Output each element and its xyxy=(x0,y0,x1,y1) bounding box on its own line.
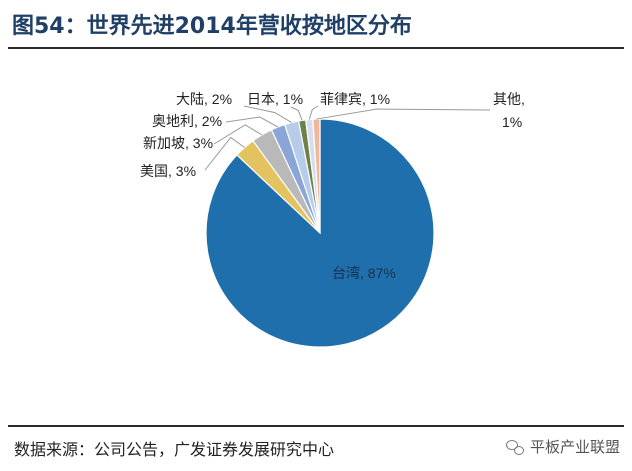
label-usa: 美国, 3% xyxy=(140,163,196,179)
label-other-line2: 1% xyxy=(502,114,522,130)
label-japan: 日本, 1% xyxy=(247,91,303,107)
leader-slice-新加坡 xyxy=(213,124,263,145)
label-philippines: 菲律宾, 1% xyxy=(320,91,390,107)
leader-slice-奥地利 xyxy=(225,116,279,128)
title-rule xyxy=(8,47,624,49)
wechat-icon xyxy=(505,439,524,455)
label-singapore: 新加坡, 3% xyxy=(143,135,213,151)
label-other-line1: 其他, xyxy=(493,91,525,107)
source-note: 数据来源：公司公告，广发证券发展研究中心 xyxy=(14,440,335,459)
leader-slice-日本 xyxy=(290,106,303,121)
label-mainland: 大陆, 2% xyxy=(176,91,232,107)
watermark: 平板产业联盟 xyxy=(505,436,620,457)
label-taiwan: 台湾, 87% xyxy=(332,265,396,281)
pie-slices xyxy=(205,118,435,348)
watermark-text: 平板产业联盟 xyxy=(529,438,620,456)
label-austria: 奥地利, 2% xyxy=(152,113,222,129)
leader-lines xyxy=(204,105,491,171)
figure-title: 图54：世界先进2014年营收按地区分布 xyxy=(12,14,412,39)
leader-slice-美国 xyxy=(204,136,245,171)
footer-rule xyxy=(8,425,624,427)
leader-slice-大陆 xyxy=(243,105,292,124)
leader-slice-其他 xyxy=(316,108,491,120)
leader-slice-菲律宾 xyxy=(308,105,319,120)
